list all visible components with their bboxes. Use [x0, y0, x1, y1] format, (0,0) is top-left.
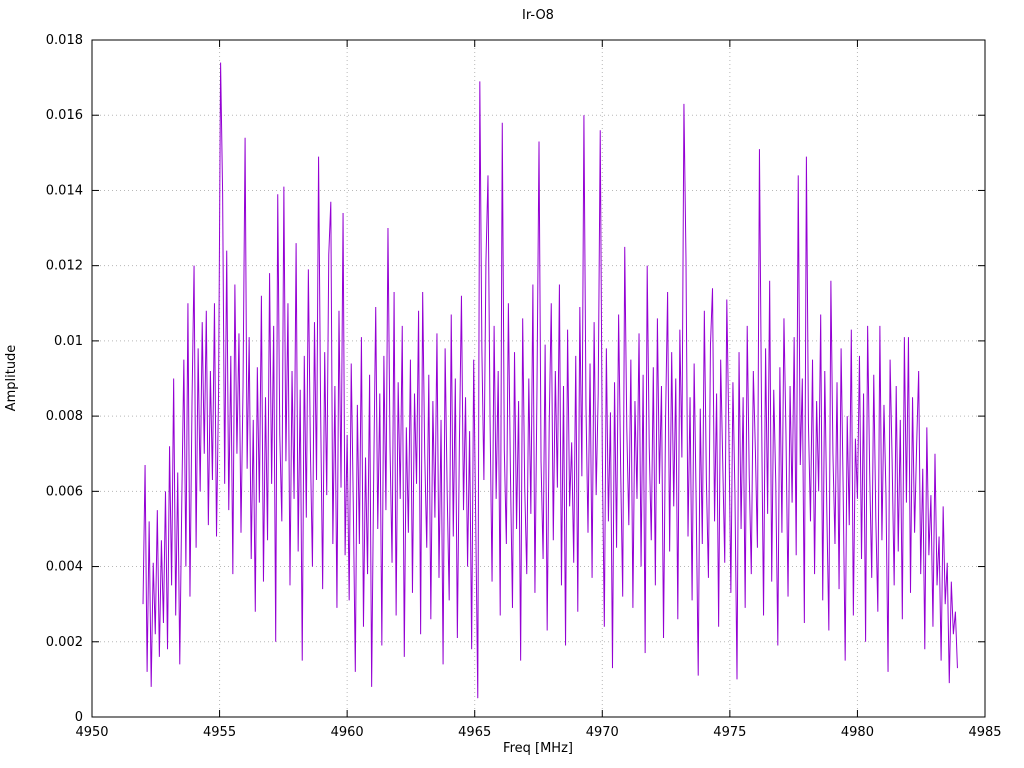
- y-tick-label: 0.004: [46, 560, 83, 575]
- x-tick-label: 4965: [458, 725, 491, 740]
- x-tick-label: 4955: [203, 725, 236, 740]
- data-layer: [142, 62, 958, 699]
- x-axis-label: Freq [MHz]: [503, 741, 573, 756]
- axis-layer: [91, 39, 986, 718]
- y-tick-label: 0.002: [46, 635, 83, 650]
- y-tick-label: 0: [75, 710, 83, 725]
- plot-border: [91, 39, 986, 718]
- y-tick-label: 0.012: [46, 259, 83, 274]
- x-tick-label: 4985: [968, 725, 1001, 740]
- x-tick-label: 4950: [75, 725, 108, 740]
- x-tick-label: 4960: [331, 725, 364, 740]
- x-tick-label: 4980: [841, 725, 874, 740]
- spectrum-line: [142, 62, 958, 699]
- tick-label-layer: 4950 4955 4960 4965 4970 4975 4980 4985 0 0.002 0.…: [46, 33, 1002, 740]
- y-axis-label: Amplitude: [4, 345, 19, 412]
- y-tick-label: 0.014: [46, 183, 83, 198]
- x-tick-label: 4975: [713, 725, 746, 740]
- chart-title: Ir-O8: [522, 8, 554, 23]
- y-tick-label: 0.006: [46, 484, 83, 499]
- x-tick-label: 4970: [586, 725, 619, 740]
- y-tick-label: 0.018: [46, 33, 83, 48]
- y-tick-label: 0.01: [54, 334, 83, 349]
- y-tick-label: 0.016: [46, 108, 83, 123]
- y-tick-label: 0.008: [46, 409, 83, 424]
